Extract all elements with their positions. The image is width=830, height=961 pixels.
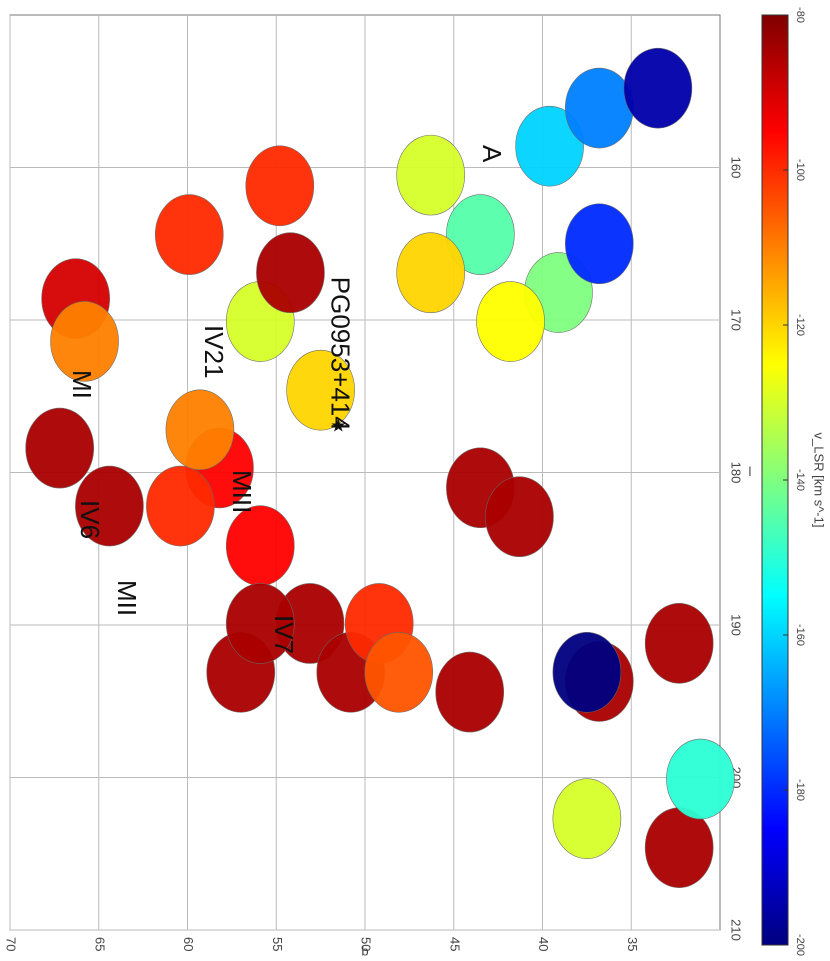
hvc-cloud	[623, 47, 693, 129]
target-name: PG0953+414	[326, 277, 356, 431]
b-tick-label: 70	[4, 937, 19, 951]
target-star: ★	[330, 416, 346, 436]
hvc-cloud	[75, 465, 144, 547]
hvc-cloud	[564, 203, 634, 285]
hvc-cloud	[552, 631, 622, 713]
b-tick-label: 50	[359, 937, 374, 951]
colorbar-tick-label: -200	[794, 934, 806, 956]
hvc-cloud	[50, 301, 119, 382]
b-tick-label: 45	[447, 937, 462, 951]
region-label: MII	[112, 580, 142, 616]
l-tick-label: 160	[729, 157, 744, 179]
l-tick-label: 170	[729, 309, 744, 331]
hvc-cloud	[245, 145, 315, 227]
hvc-cloud	[644, 807, 714, 888]
region-label: IV21	[199, 325, 229, 379]
hvc-cloud	[25, 407, 95, 489]
l-tick-label: 190	[729, 614, 744, 636]
hvc-cloud	[666, 738, 735, 820]
b-tick-label: 65	[92, 937, 107, 951]
hvc-cloud	[225, 583, 295, 664]
hvc-cloud	[435, 651, 505, 733]
l-tick-label: 180	[729, 462, 744, 484]
region-label: IV6	[75, 500, 105, 539]
region-label: A	[477, 145, 507, 163]
b-tick-label: 35	[625, 937, 640, 951]
b-tick-label: 60	[181, 937, 196, 951]
hvc-cloud	[485, 476, 554, 558]
colorbar-tick-label: -180	[794, 779, 806, 801]
hvc-cloud	[644, 602, 714, 684]
colorbar-tick-label: -160	[794, 624, 806, 646]
b-tick-label: 55	[270, 937, 285, 951]
l-axis-label: l	[749, 464, 752, 479]
colorbar-tick-label: -140	[794, 469, 806, 491]
colorbar-tick-label: -100	[794, 159, 806, 181]
region-label: IV7	[269, 615, 299, 654]
hvc-cloud	[396, 232, 465, 314]
hvc-cloud	[564, 67, 634, 149]
hvc-cloud	[225, 505, 295, 587]
b-tick-label: 40	[536, 937, 551, 951]
hvc-cloud	[552, 778, 622, 859]
b-axis-label: b	[361, 943, 368, 958]
region-label: MIII	[227, 470, 257, 513]
hvc-cloud	[515, 105, 584, 187]
hvc-cloud	[446, 194, 515, 275]
hvc-cloud	[364, 631, 434, 713]
hvc-cloud	[165, 389, 235, 471]
hvc-cloud	[256, 232, 325, 314]
colorbar-label: v_LSR [km s^-1]	[812, 433, 827, 528]
hvc-cloud	[146, 465, 215, 547]
l-tick-label: 210	[729, 919, 744, 941]
colorbar-tick-label: -120	[794, 314, 806, 336]
hvc-cloud	[286, 349, 355, 431]
region-label: MI	[67, 370, 97, 399]
hvc-cloud	[476, 281, 545, 362]
hvc-cloud	[396, 134, 465, 216]
colorbar-tick-label: -80	[794, 7, 806, 23]
hvc-cloud	[154, 194, 224, 275]
